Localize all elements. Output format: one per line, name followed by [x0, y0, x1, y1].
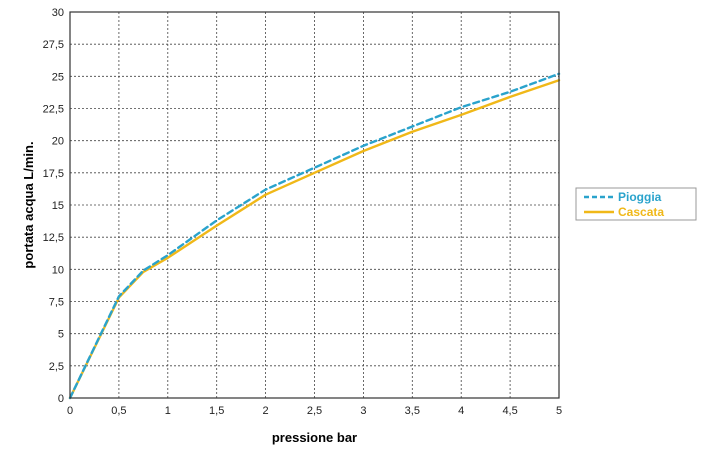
y-tick-label: 12,5	[43, 232, 64, 244]
y-tick-label: 22,5	[43, 104, 64, 116]
y-tick-label: 17,5	[43, 168, 64, 180]
x-tick-label: 2	[263, 405, 269, 417]
y-tick-label: 5	[58, 329, 64, 341]
x-tick-label: 4	[458, 405, 464, 417]
series-lines	[68, 72, 561, 400]
series-line-pioggia	[68, 72, 561, 400]
y-tick-label: 2,5	[49, 361, 64, 373]
series-line-cascata	[68, 78, 561, 400]
legend-label-pioggia: Pioggia	[618, 190, 662, 204]
x-tick-label: 3	[360, 405, 366, 417]
y-tick-label: 30	[52, 7, 64, 19]
legend-label-cascata: Cascata	[618, 205, 664, 219]
x-tick-label: 0,5	[111, 405, 126, 417]
grid	[70, 12, 559, 398]
x-axis-title: pressione bar	[272, 430, 357, 445]
plot-frame	[69, 11, 560, 399]
y-tick-label: 25	[52, 71, 64, 83]
y-axis-ticks: 0 2,5 5 7,5 10 12,5 15 17,5 20 22,5 25 27,5 30	[43, 7, 64, 405]
x-tick-label: 4,5	[502, 405, 517, 417]
y-tick-label: 20	[52, 136, 64, 148]
x-tick-label: 2,5	[307, 405, 322, 417]
x-tick-label: 5	[556, 405, 562, 417]
x-tick-label: 1	[165, 405, 171, 417]
y-tick-label: 0	[58, 393, 64, 405]
y-tick-label: 7,5	[49, 297, 64, 309]
x-tick-label: 3,5	[405, 405, 420, 417]
x-tick-label: 0	[67, 405, 73, 417]
y-tick-label: 15	[52, 200, 64, 212]
y-axis-title: portata acqua L/min.	[21, 141, 36, 268]
legend: Pioggia Cascata	[575, 187, 697, 221]
x-tick-label: 1,5	[209, 405, 224, 417]
y-tick-label: 10	[52, 264, 64, 276]
y-tick-label: 27,5	[43, 39, 64, 51]
x-axis-ticks: 0 0,5 1 1,5 2 2,5 3 3,5 4 4,5 5	[67, 405, 562, 417]
legend-box	[575, 187, 697, 221]
